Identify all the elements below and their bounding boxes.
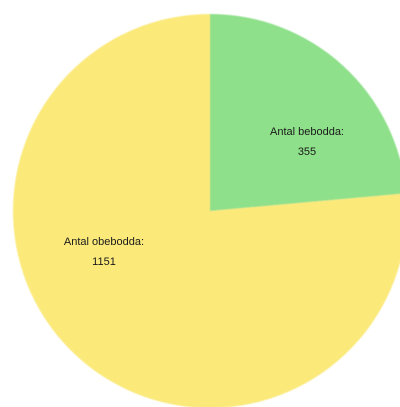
- pie-label-bebodda-name: Antal bebodda:: [270, 126, 344, 138]
- pie-slice-bebodda: [210, 14, 400, 211]
- pie-label-obebodda-name: Antal obebodda:: [64, 236, 144, 248]
- pie-label-obebodda: Antal obebodda: 1151: [64, 236, 144, 268]
- pie-slice-obebodda: [13, 14, 400, 407]
- pie-label-obebodda-value: 1151: [92, 256, 116, 268]
- pie-label-bebodda-value: 355: [298, 146, 316, 158]
- pie-label-bebodda: Antal bebodda: 355: [270, 126, 344, 158]
- pie-slices: [13, 14, 400, 407]
